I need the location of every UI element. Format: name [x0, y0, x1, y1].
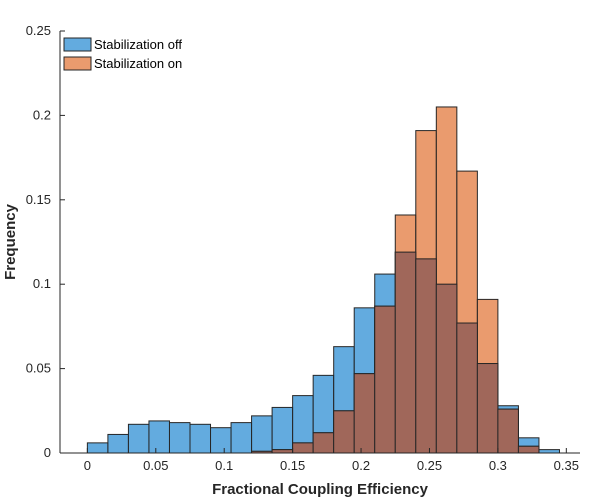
bar-stabilization-off-7 — [230, 422, 253, 454]
legend-label-stabilization-on: Stabilization on — [94, 56, 182, 71]
x-tick-label: 0.25 — [417, 458, 442, 473]
overlap-bar-10 — [292, 442, 314, 454]
overlap-bar-19 — [476, 363, 499, 454]
bar-stabilization-off-8 — [251, 415, 273, 454]
x-tick-label: 0.2 — [352, 458, 370, 473]
overlap-bar-15 — [394, 251, 417, 454]
overlap-bar-16 — [415, 258, 437, 454]
y-tick-label: 0 — [44, 445, 51, 460]
bar-stabilization-off-2 — [127, 423, 150, 454]
y-tick-label: 0.25 — [26, 23, 51, 38]
y-tick-label: 0.2 — [33, 107, 51, 122]
overlap-bar-17 — [435, 283, 458, 454]
overlap-bar-21 — [517, 445, 540, 454]
bar-stabilization-off-9 — [271, 406, 294, 454]
x-tick-label: 0.1 — [215, 458, 233, 473]
x-axis-ticks: 0 0.05 0.1 0.15 0.2 0.25 0.3 0.35 — [84, 448, 579, 473]
bar-stabilization-off-1 — [107, 433, 129, 454]
y-tick-label: 0.1 — [33, 276, 51, 291]
x-tick-label: 0 — [84, 458, 91, 473]
overlap-bar-9 — [271, 449, 294, 454]
legend-label-stabilization-off: Stabilization off — [94, 37, 182, 52]
bar-stabilization-off-6 — [210, 427, 232, 454]
y-tick-label: 0.15 — [26, 192, 51, 207]
overlap-bar-20 — [497, 408, 519, 454]
y-tick-label: 0.05 — [26, 361, 51, 376]
overlap-bar-11 — [312, 432, 335, 454]
x-tick-label: 0.15 — [280, 458, 305, 473]
legend: Stabilization off Stabilization on — [63, 37, 182, 71]
y-axis-ticks: 0 0.05 0.1 0.15 0.2 0.25 — [26, 23, 65, 460]
bar-stabilization-off-4 — [168, 422, 191, 454]
legend-swatch-stabilization-on — [63, 56, 92, 71]
bar-stabilization-off-0 — [86, 442, 109, 454]
legend-swatch-stabilization-off — [63, 37, 92, 52]
y-axis-title: Frequency — [2, 203, 19, 280]
x-tick-label: 0.35 — [554, 458, 579, 473]
x-axis-title: Fractional Coupling Efficiency — [212, 481, 429, 498]
overlap-bar-13 — [353, 373, 376, 454]
x-tick-label: 0.05 — [143, 458, 168, 473]
overlap-bar-14 — [374, 305, 396, 454]
bar-stabilization-off-22 — [538, 449, 560, 454]
bar-stabilization-off-3 — [148, 420, 170, 454]
x-tick-label: 0.3 — [489, 458, 507, 473]
bar-stabilization-off-5 — [189, 423, 212, 454]
overlap-bar-12 — [333, 410, 355, 454]
overlap-bar-18 — [456, 322, 478, 454]
